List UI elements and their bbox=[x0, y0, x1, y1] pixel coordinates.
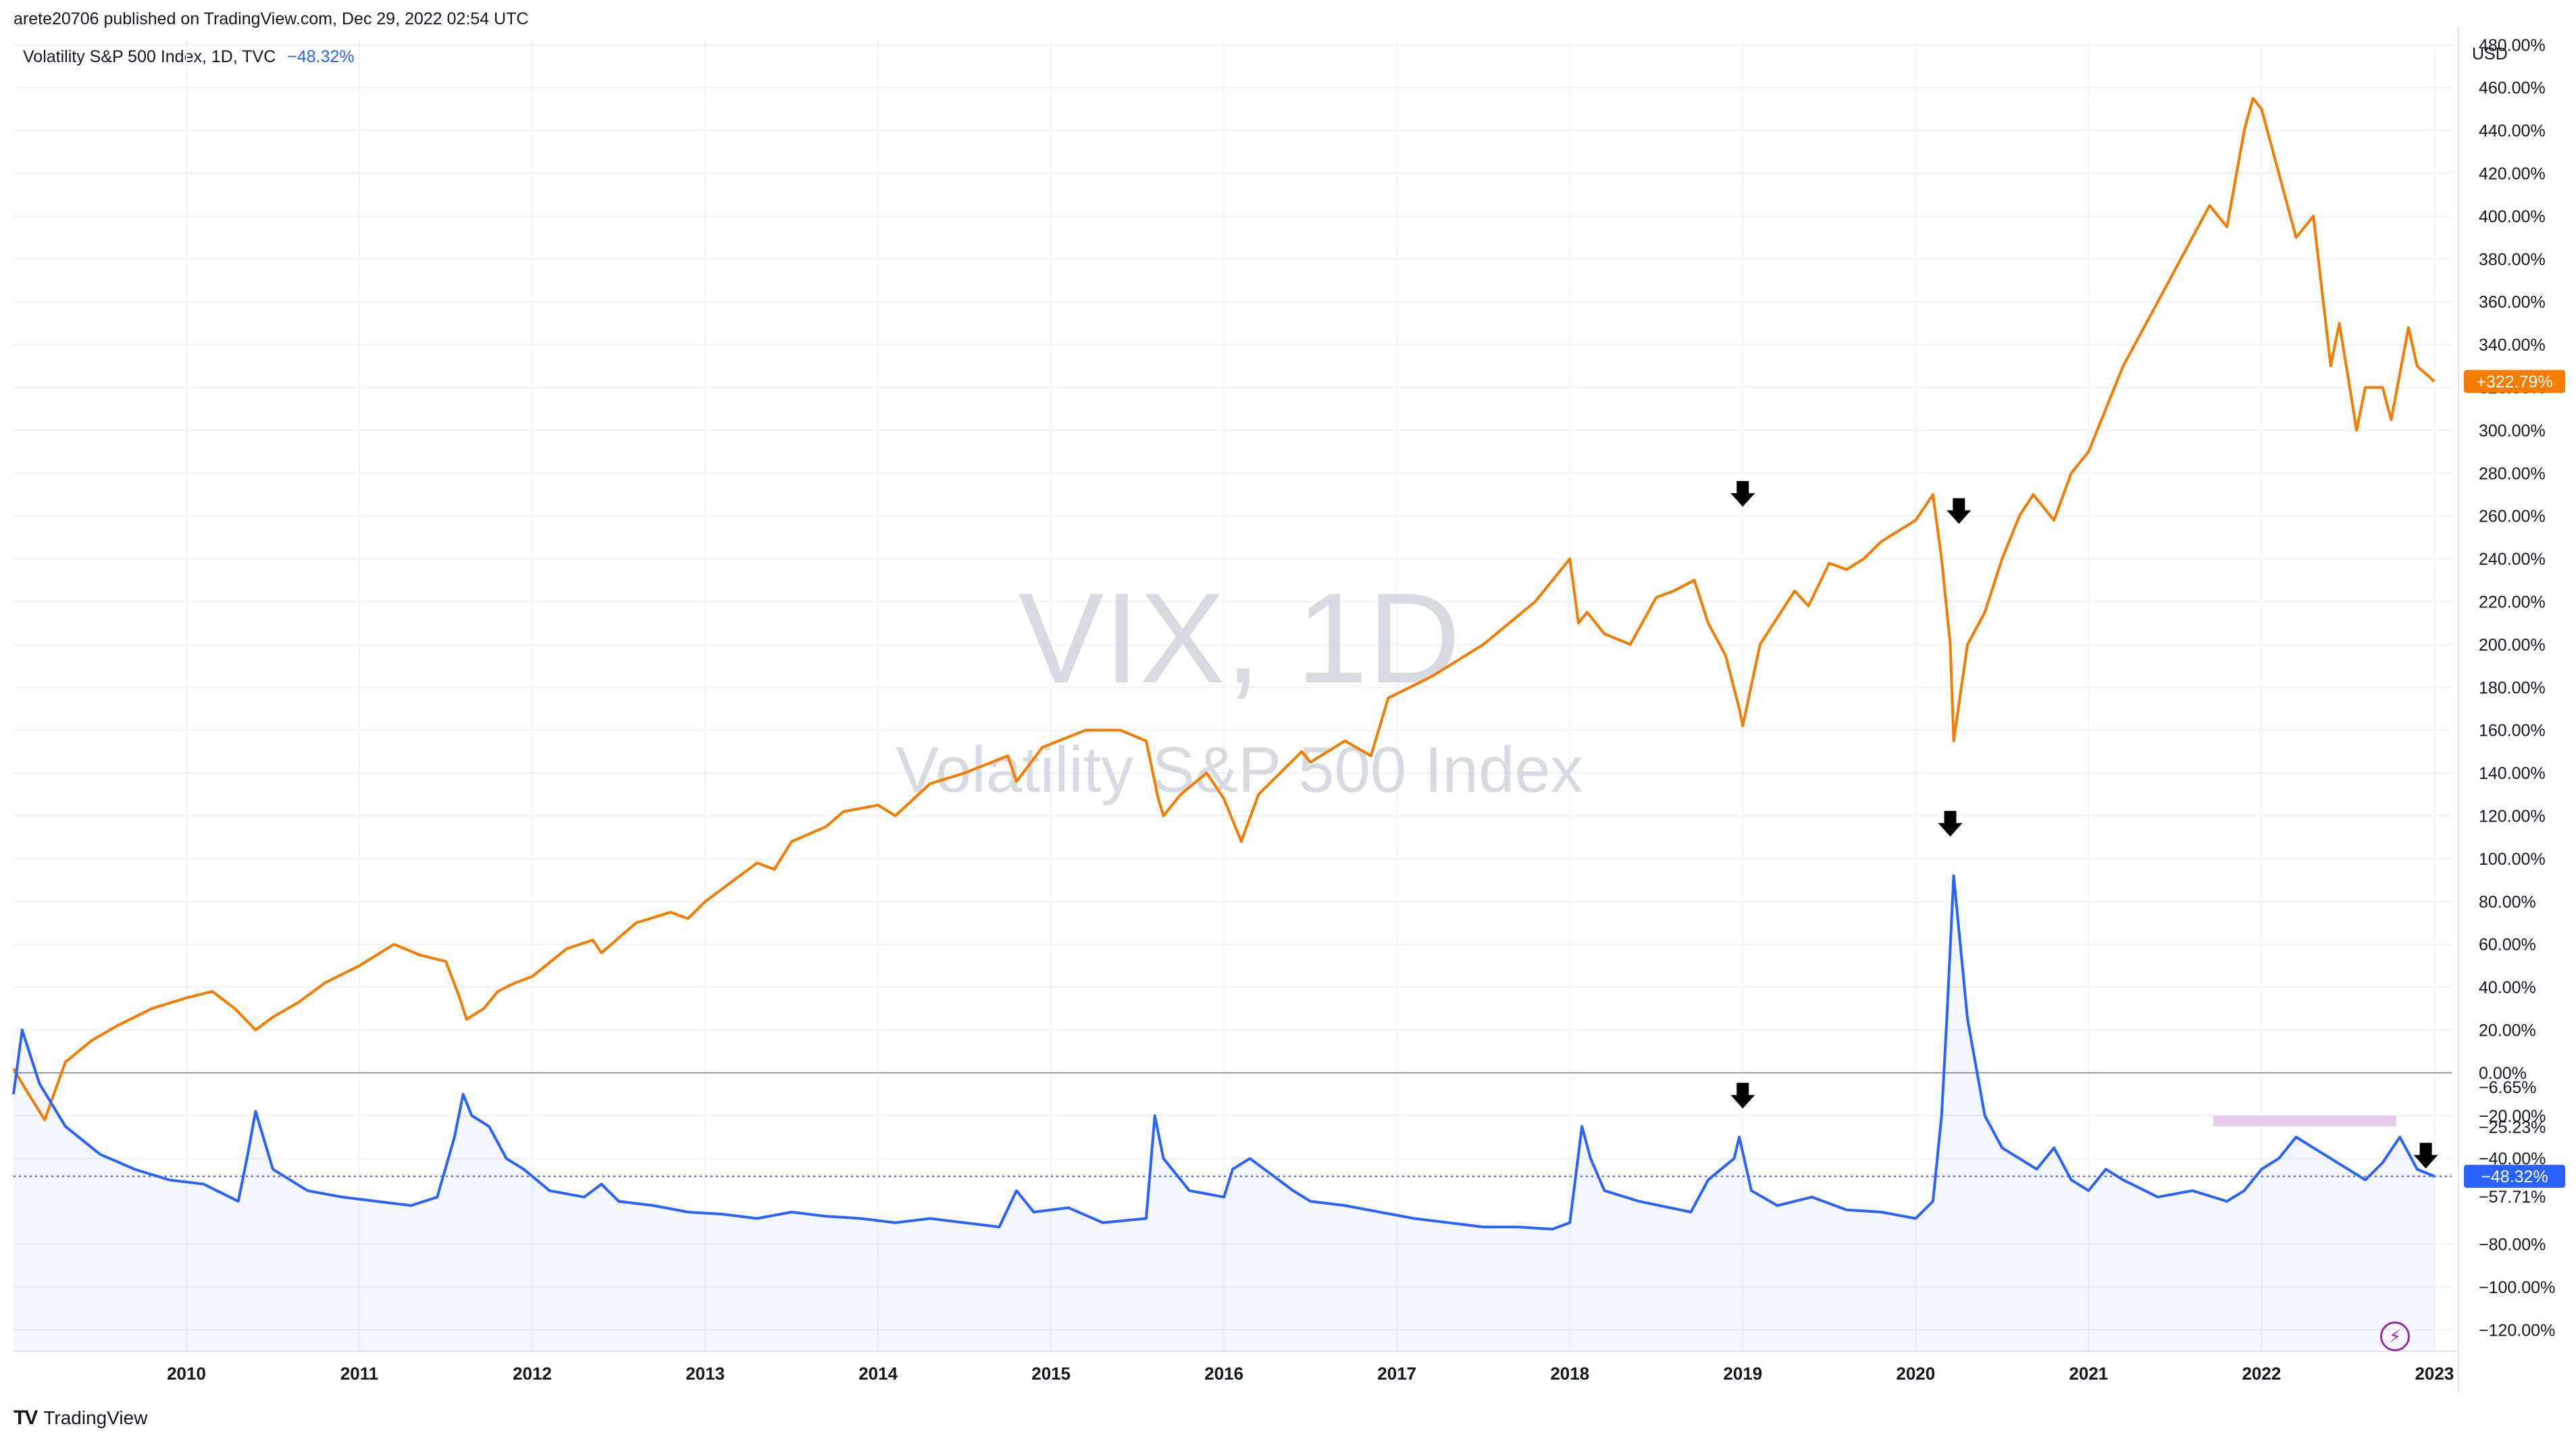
y-tick-label: 260.00% bbox=[2479, 507, 2546, 526]
y-tick-label: 80.00% bbox=[2479, 892, 2536, 911]
highlight-band bbox=[2213, 1115, 2397, 1127]
series-lines bbox=[12, 97, 2436, 1231]
y-tick-label: 380.00% bbox=[2479, 250, 2546, 269]
y-tick-label: 220.00% bbox=[2479, 593, 2546, 612]
currency-label: USD bbox=[2472, 45, 2508, 64]
x-tick-label: 2015 bbox=[1031, 1363, 1071, 1384]
spx-value-badge: +322.79% bbox=[2476, 373, 2552, 392]
x-tick-label: 2014 bbox=[858, 1363, 898, 1384]
x-tick-label: 2020 bbox=[1896, 1363, 1935, 1384]
y-tick-label: 100.00% bbox=[2479, 850, 2546, 869]
published-info: arete20706 published on TradingView.com,… bbox=[14, 9, 529, 28]
arrow-down-icon bbox=[1938, 811, 1963, 837]
spx-series-line bbox=[12, 97, 2436, 1122]
y-tick-label: 340.00% bbox=[2479, 336, 2546, 355]
tradingview-logo-icon: TV bbox=[14, 1407, 38, 1429]
x-tick-label: 2022 bbox=[2242, 1363, 2281, 1384]
y-tick-label: −20.00% bbox=[2479, 1107, 2546, 1126]
y-tick-label: 40.00% bbox=[2479, 978, 2536, 997]
x-tick-label: 2023 bbox=[2415, 1363, 2454, 1384]
x-tick-label: 2010 bbox=[167, 1363, 206, 1384]
axes: 480.00% 460.00% 440.00% 420.00% 400.00% 380.0… bbox=[14, 27, 2565, 1392]
y-tick-label: 280.00% bbox=[2479, 464, 2546, 483]
x-tick-label: 2012 bbox=[513, 1363, 552, 1384]
vix-area-fill bbox=[14, 876, 2435, 1351]
y-tick-label: −100.00% bbox=[2479, 1278, 2555, 1297]
y-tick-label: 160.00% bbox=[2479, 722, 2546, 740]
x-tick-label: 2021 bbox=[2069, 1363, 2108, 1384]
y-tick-label: 0.00% bbox=[2479, 1064, 2527, 1083]
vix-value-badge: −48.32% bbox=[2481, 1167, 2548, 1186]
x-tick-label: 2011 bbox=[340, 1363, 378, 1384]
y-tick-label: −120.00% bbox=[2479, 1321, 2555, 1340]
y-tick-label: 120.00% bbox=[2479, 807, 2546, 826]
legend-label: Volatility S&P 500 Index, 1D, TVC bbox=[23, 47, 276, 66]
watermark: VIX, 1D Volatility S&P 500 Index bbox=[896, 567, 1583, 806]
y-tick-label: 140.00% bbox=[2479, 764, 2546, 783]
y-extra-label: −57.71% bbox=[2479, 1188, 2546, 1207]
y-tick-label: 60.00% bbox=[2479, 936, 2536, 955]
y-tick-label: 420.00% bbox=[2479, 165, 2546, 184]
y-tick-label: 480.00% bbox=[2479, 36, 2546, 55]
brand-name: TradingView bbox=[43, 1407, 148, 1428]
y-tick-label: 300.00% bbox=[2479, 422, 2546, 440]
watermark-subtitle: Volatility S&P 500 Index bbox=[896, 734, 1583, 806]
spx-value-badge-bg bbox=[2464, 370, 2565, 393]
arrow-down-icon bbox=[1730, 1082, 1755, 1109]
y-tick-label: 360.00% bbox=[2479, 293, 2546, 312]
y-tick-label: 200.00% bbox=[2479, 636, 2546, 655]
grid-lines bbox=[14, 41, 2452, 1351]
y-tick-label: 20.00% bbox=[2479, 1022, 2536, 1040]
x-tick-label: 2017 bbox=[1377, 1363, 1416, 1384]
x-tick-label: 2019 bbox=[1723, 1363, 1762, 1384]
vix-value-badge-bg bbox=[2464, 1165, 2565, 1188]
arrow-down-icon bbox=[1947, 498, 1972, 524]
annotations bbox=[1730, 481, 2438, 1169]
arrow-down-icon bbox=[2413, 1142, 2438, 1169]
y-tick-label: 440.00% bbox=[2479, 122, 2546, 141]
y-extra-label: −6.65% bbox=[2479, 1078, 2537, 1097]
tradingview-brand[interactable]: TV TradingView bbox=[14, 1407, 147, 1430]
watermark-title: VIX, 1D bbox=[1019, 567, 1461, 710]
y-tick-label: 400.00% bbox=[2479, 207, 2546, 226]
lightning-icon[interactable]: ⚡ bbox=[2380, 1321, 2410, 1351]
x-tick-label: 2018 bbox=[1550, 1363, 1589, 1384]
y-tick-label: 460.00% bbox=[2479, 79, 2546, 98]
x-tick-label: 2016 bbox=[1204, 1363, 1243, 1384]
vix-series-line bbox=[12, 874, 2436, 1231]
legend-change-value: −48.32% bbox=[287, 47, 355, 66]
y-extra-label: −25.23% bbox=[2479, 1118, 2546, 1137]
arrow-down-icon bbox=[1730, 481, 1755, 507]
y-tick-label: −80.00% bbox=[2479, 1236, 2546, 1255]
vix-area bbox=[14, 876, 2435, 1351]
series-legend[interactable]: Volatility S&P 500 Index, 1D, TVC −48.32… bbox=[23, 47, 355, 67]
y-tick-label: 240.00% bbox=[2479, 550, 2546, 569]
y-tick-label: 180.00% bbox=[2479, 678, 2546, 697]
x-tick-label: 2013 bbox=[686, 1363, 725, 1384]
